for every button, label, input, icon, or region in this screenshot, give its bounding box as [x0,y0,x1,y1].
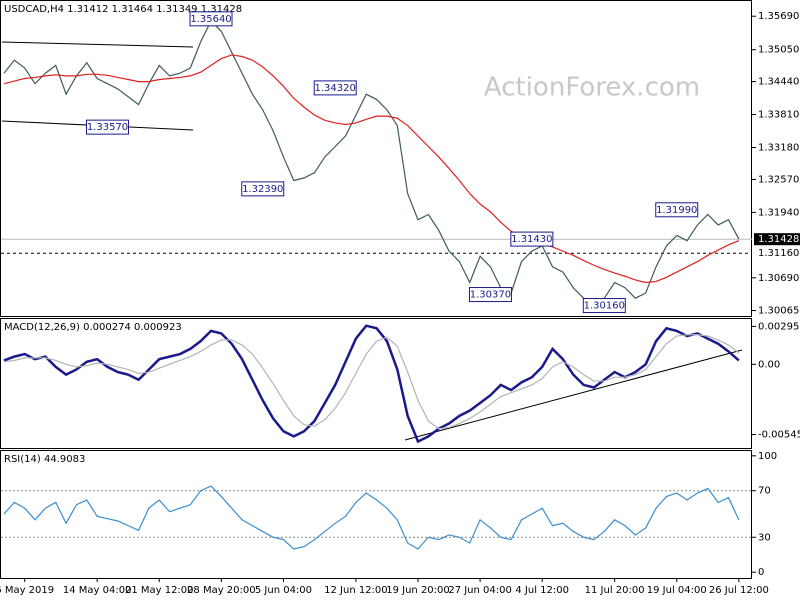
y-tick-label: 0 [758,567,764,578]
x-tick-label: 26 Jul 12:00 [709,585,769,596]
x-tick-label: 6 May 2019 [0,585,54,596]
y-tick-label: 1.31940 [758,207,799,218]
annotation-label: 1.30370 [470,290,511,301]
x-tick-label: 12 Jun 12:00 [324,585,388,596]
annotation-box [468,287,512,303]
macd-panel [0,318,752,449]
annotation-box [86,119,129,135]
annotation-label: 1.31430 [511,234,552,245]
annotation-box [655,202,699,218]
series-line [3,485,740,550]
y-tick-label: 1.35050 [758,45,799,56]
rsi-title: RSI(14) 44.9083 [4,454,85,465]
x-tick-label: 5 Jun 04:00 [255,585,312,596]
annotation-box [510,231,554,247]
y-tick-label: 0.00 [758,359,780,370]
rsi-panel [0,450,752,579]
annotation-box [241,181,285,197]
y-tick-label: 1.35690 [758,11,799,22]
y-tick-label: 1.30065 [758,306,799,317]
x-tick-label: 27 Jun 04:00 [448,585,512,596]
series-line [3,324,740,444]
macd-title: MACD(12,26,9) 0.000274 0.000923 [4,322,182,333]
series-line [3,19,740,305]
x-tick-label: 28 May 20:00 [187,585,256,596]
series-line [3,54,740,284]
reference-label: 1.31160 [758,248,799,259]
y-tick-label: 30 [758,532,771,543]
y-tick-label: 1.30690 [758,273,799,284]
x-tick-label: 11 Jul 20:00 [585,585,645,596]
x-tick-label: 21 May 12:00 [125,585,194,596]
series-line [3,334,740,430]
x-tick-label: 14 May 04:00 [63,585,132,596]
trend-line [404,349,743,441]
y-tick-label: 100 [758,451,777,462]
annotation-label: 1.35640 [190,14,231,25]
y-tick-label: 70 [758,486,771,497]
x-tick-label: 4 Jul 12:00 [515,585,569,596]
y-tick-label: 1.33180 [758,143,799,154]
y-tick-label: 1.33810 [758,110,799,121]
price-panel [0,0,752,317]
annotation-label: 1.30160 [584,301,625,312]
annotation-label: 1.31990 [656,205,697,216]
annotation-label: 1.33570 [87,122,128,133]
watermark: ActionForex.com [484,73,700,103]
x-tick-label: 19 Jul 04:00 [647,585,707,596]
y-tick-label: 0.00295 [758,321,799,332]
y-tick-label: -0.005455 [758,430,800,441]
x-tick-label: 19 Jun 20:00 [386,585,450,596]
price-title: USDCAD,H4 1.31412 1.31464 1.31349 1.3142… [4,4,242,15]
annotation-label: 1.34320 [315,83,356,94]
annotation-box [189,11,233,27]
channel-line [1,41,194,48]
annotation-label: 1.32390 [242,184,283,195]
current-price-label: 1.31428 [758,234,799,245]
annotation-box [313,80,357,96]
current-price-box [754,233,800,246]
annotation-box [582,298,626,314]
y-tick-label: 1.34440 [758,77,799,88]
y-tick-label: 1.32570 [758,174,799,185]
